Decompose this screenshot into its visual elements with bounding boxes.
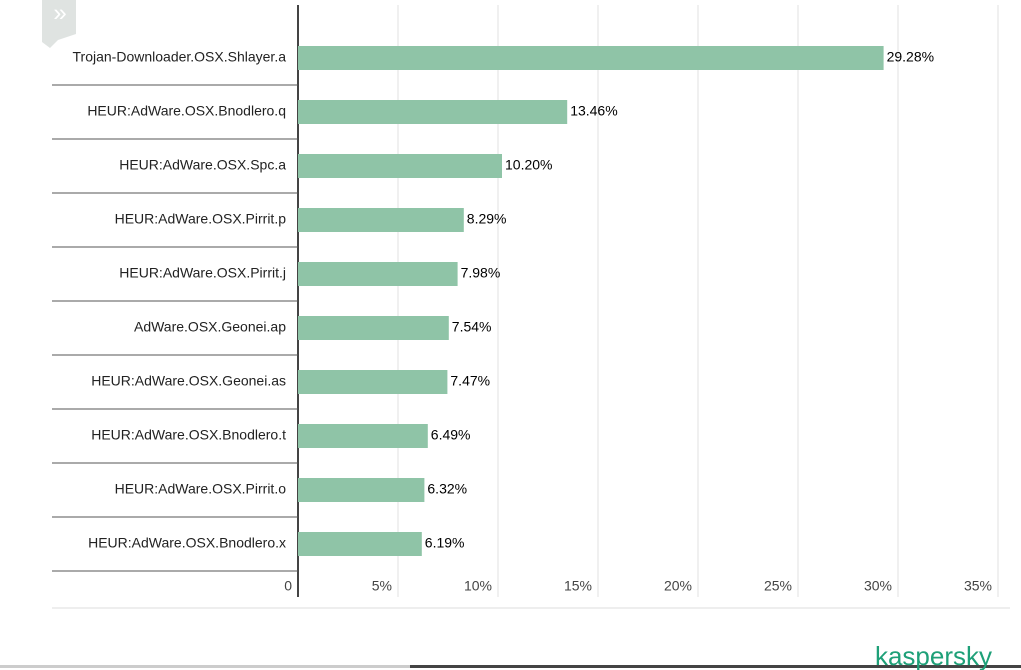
value-label: 6.49% xyxy=(431,427,471,443)
y-tick-label: HEUR:AdWare.OSX.Bnodlero.q xyxy=(87,103,286,119)
y-tick-label: HEUR:AdWare.OSX.Pirrit.p xyxy=(115,211,287,227)
value-label: 7.54% xyxy=(452,319,492,335)
y-tick-label: AdWare.OSX.Geonei.ap xyxy=(134,319,286,335)
bar xyxy=(298,424,428,448)
value-label: 6.19% xyxy=(425,535,465,551)
value-label: 6.32% xyxy=(427,481,467,497)
value-label: 13.46% xyxy=(570,103,617,119)
y-tick-label: HEUR:AdWare.OSX.Geonei.as xyxy=(91,373,286,389)
x-tick-label: 15% xyxy=(564,578,592,594)
x-tick-label: 5% xyxy=(372,578,392,594)
value-label: 7.98% xyxy=(461,265,501,281)
value-label: 29.28% xyxy=(887,49,934,65)
value-label: 10.20% xyxy=(505,157,552,173)
x-tick-label: 25% xyxy=(764,578,792,594)
bar xyxy=(298,370,448,394)
x-tick-label: 0 xyxy=(284,578,292,594)
x-tick-label: 20% xyxy=(664,578,692,594)
y-tick-label: HEUR:AdWare.OSX.Pirrit.o xyxy=(115,481,287,497)
y-tick-label: HEUR:AdWare.OSX.Spc.a xyxy=(119,157,286,173)
x-tick-label: 30% xyxy=(864,578,892,594)
y-tick-label: HEUR:AdWare.OSX.Pirrit.j xyxy=(119,265,286,281)
x-tick-label: 35% xyxy=(964,578,992,594)
logo: kaspersky xyxy=(875,641,992,670)
bar xyxy=(298,532,422,556)
bar xyxy=(298,316,449,340)
bar xyxy=(298,478,425,502)
y-tick-label: Trojan-Downloader.OSX.Shlayer.a xyxy=(73,49,287,65)
value-label: 8.29% xyxy=(467,211,507,227)
x-tick-label: 10% xyxy=(464,578,492,594)
bar xyxy=(298,262,458,286)
bar xyxy=(298,208,464,232)
value-label: 7.47% xyxy=(450,373,490,389)
bar xyxy=(298,100,568,124)
bar xyxy=(298,46,884,70)
chevron: » xyxy=(53,0,66,26)
y-tick-label: HEUR:AdWare.OSX.Bnodlero.t xyxy=(91,427,286,443)
y-tick-label: HEUR:AdWare.OSX.Bnodlero.x xyxy=(88,535,286,551)
bar xyxy=(298,154,502,178)
menu-icon[interactable] xyxy=(42,0,76,48)
